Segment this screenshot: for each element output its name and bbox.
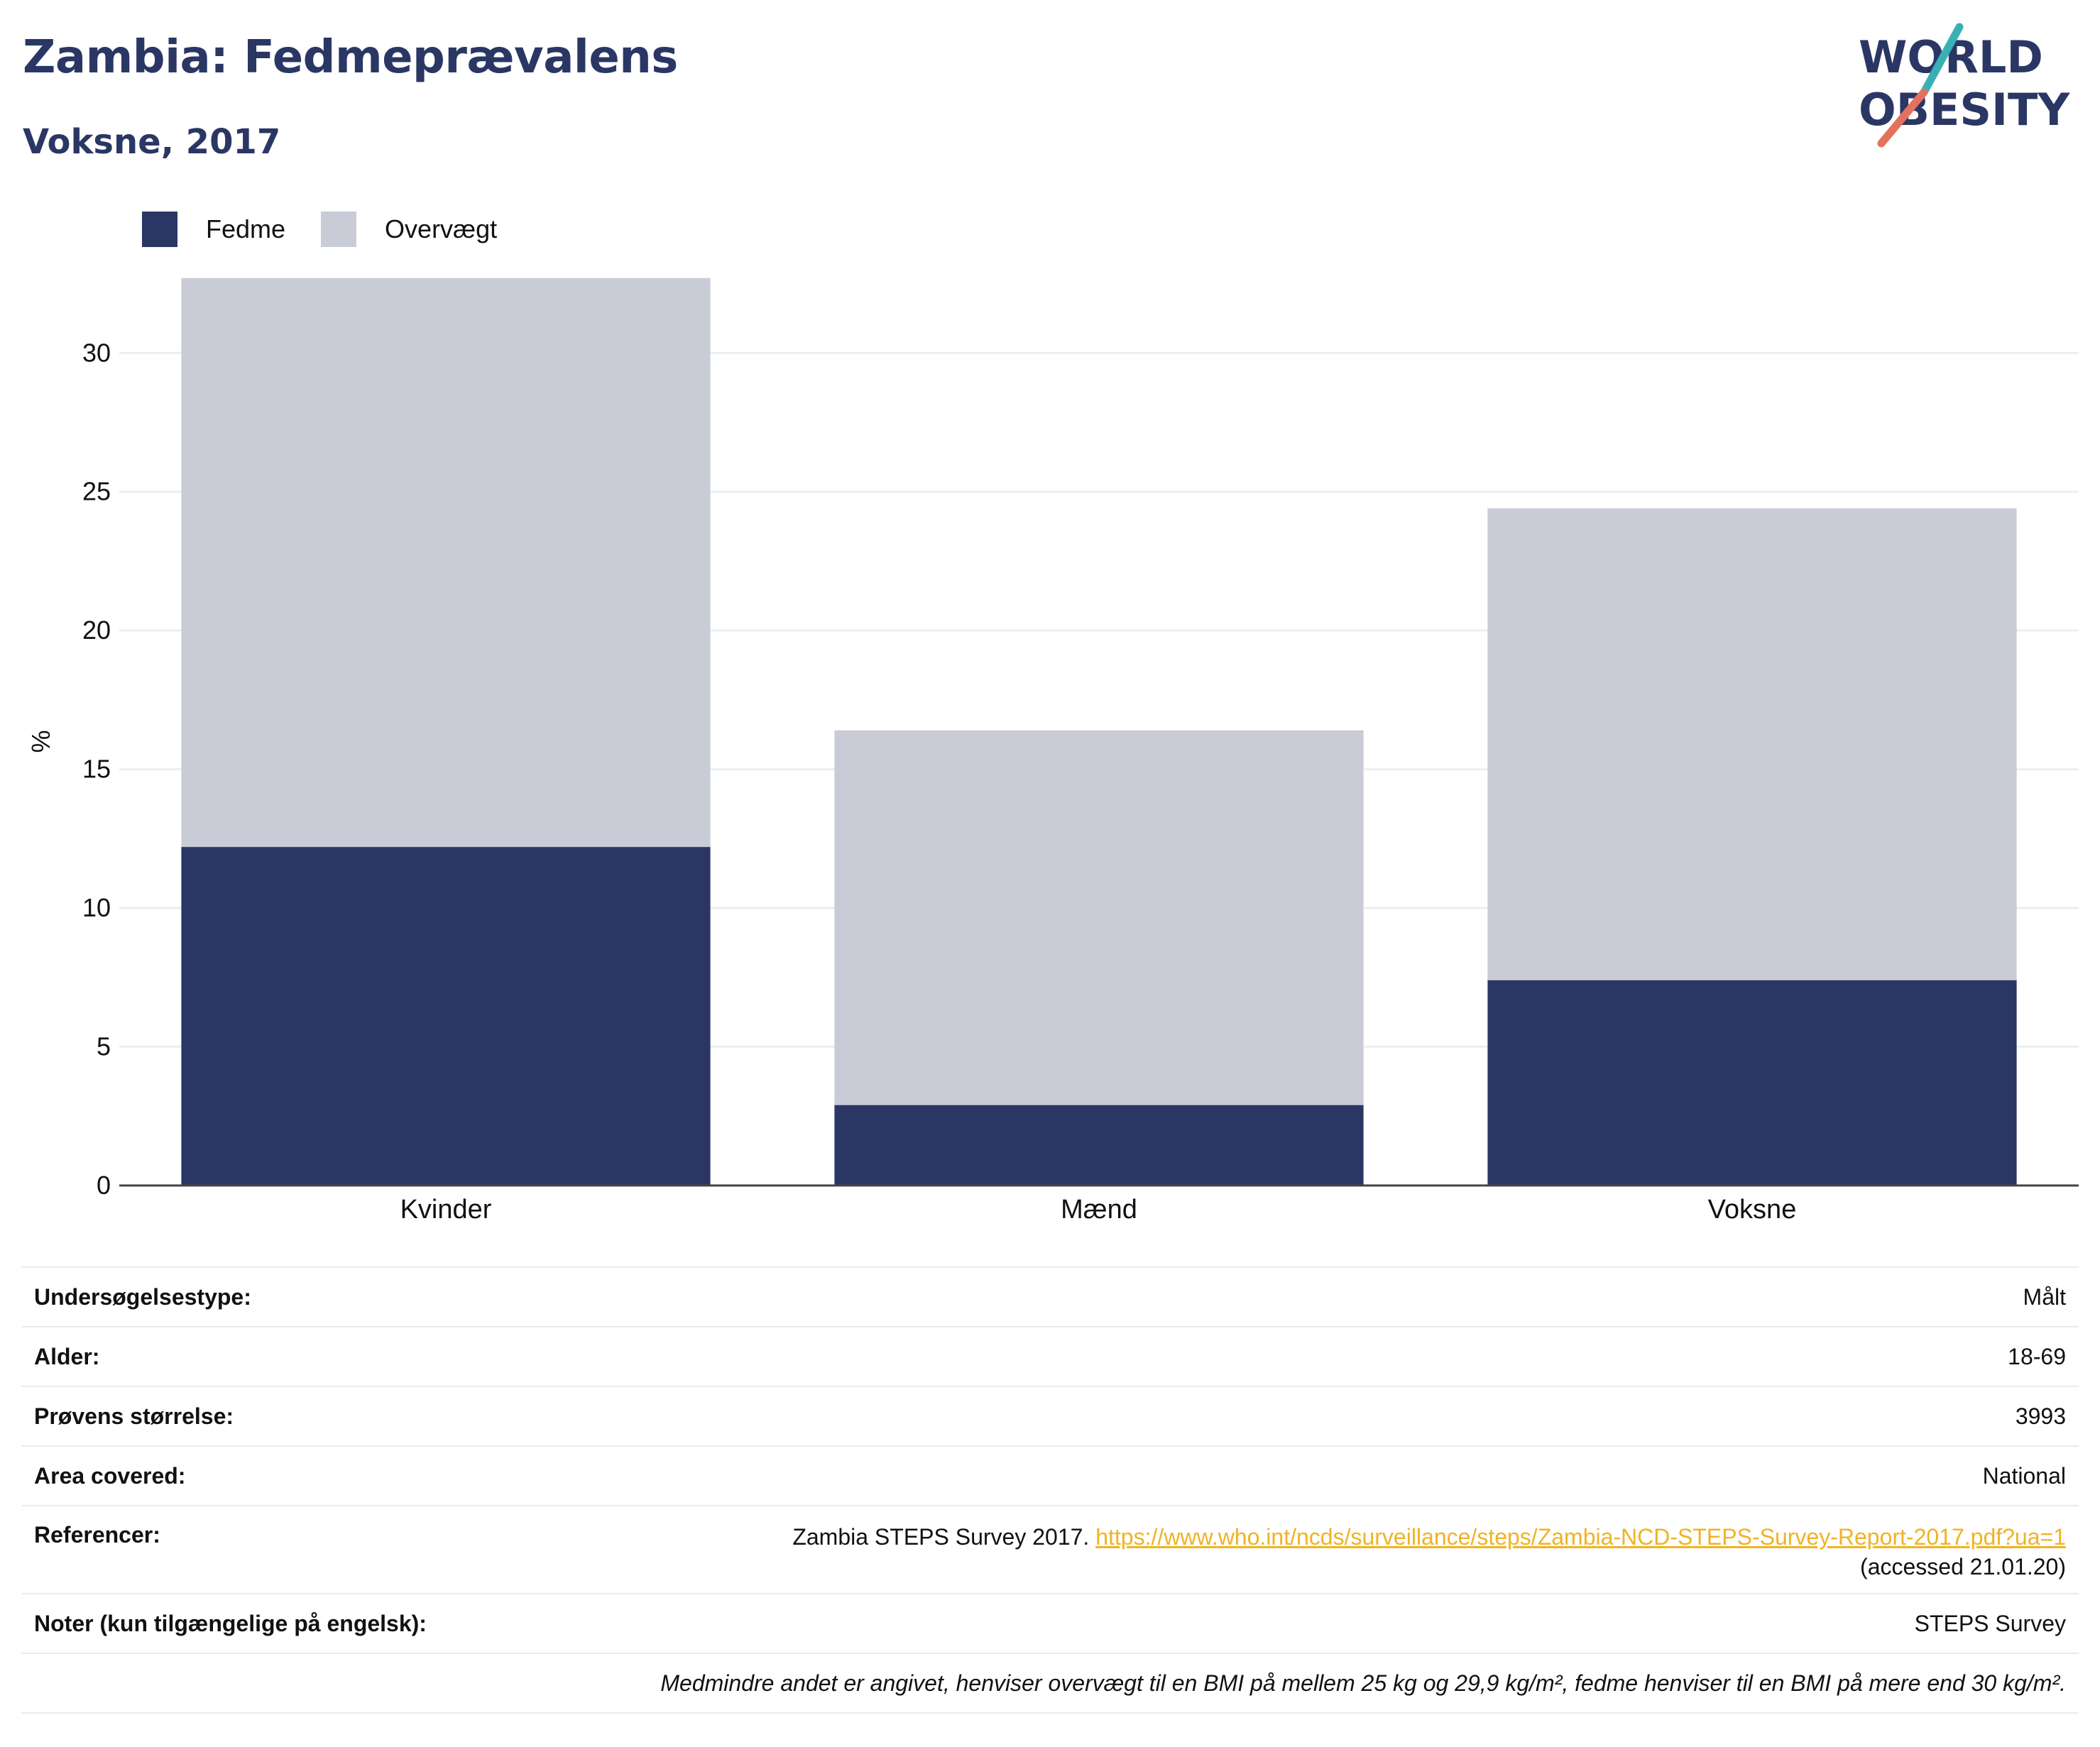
survey-details: Undersøgelsestype: Målt Alder: 18-69 Prø… <box>21 1266 2079 1714</box>
references-label: Referencer: <box>34 1522 160 1548</box>
y-tick-label: 5 <box>97 1032 111 1061</box>
y-tick-label: 25 <box>82 477 111 506</box>
row-survey-type: Undersøgelsestype: Målt <box>21 1266 2079 1326</box>
reference-accessed: (accessed 21.01.20) <box>1860 1554 2066 1579</box>
notes-value: STEPS Survey <box>1914 1610 2066 1636</box>
row-footnote: Medmindre andet er angivet, henviser ove… <box>21 1653 2079 1714</box>
row-age: Alder: 18-69 <box>21 1326 2079 1386</box>
legend-item-fedme[interactable]: Fedme <box>142 212 285 247</box>
page-title: Zambia: Fedmeprævalens <box>23 31 678 84</box>
x-tick-label: Voksne <box>1708 1195 1797 1221</box>
bar-overvægt-mænd <box>834 730 1364 1105</box>
chart-legend: Fedme Overvægt <box>142 212 532 247</box>
references-value: Zambia STEPS Survey 2017. https://www.wh… <box>792 1522 2066 1582</box>
logo-slash-coral <box>1877 88 1928 148</box>
world-obesity-logo: WORLD OBESITY <box>1859 23 2070 148</box>
legend-label-fedme: Fedme <box>206 214 286 243</box>
row-area: Area covered: National <box>21 1445 2079 1505</box>
bar-overvægt-voksne <box>1487 508 2017 980</box>
x-tick-label: Mænd <box>1061 1195 1137 1221</box>
x-tick-label: Kvinder <box>400 1195 492 1221</box>
logo-slash-teal <box>1920 23 1964 97</box>
bar-fedme-voksne <box>1487 980 2017 1185</box>
y-axis-label: % <box>26 730 55 753</box>
row-notes: Noter (kun tilgængelige på engelsk): STE… <box>21 1593 2079 1653</box>
row-references: Referencer: Zambia STEPS Survey 2017. ht… <box>21 1505 2079 1593</box>
survey-type-value: Målt <box>2023 1283 2066 1310</box>
bar-overvægt-kvinder <box>181 278 711 848</box>
reference-link[interactable]: https://www.who.int/ncds/surveillance/st… <box>1095 1524 2066 1550</box>
age-value: 18-69 <box>2008 1343 2066 1369</box>
stacked-bar-chart: 0 5 10 15 20 25 30% Kvinder Mænd Voksne <box>26 278 2079 1221</box>
page-subtitle: Voksne, 2017 <box>23 122 281 162</box>
notes-label: Noter (kun tilgængelige på engelsk): <box>34 1610 427 1636</box>
reference-text: Zambia STEPS Survey 2017. <box>792 1524 1090 1550</box>
bar-fedme-mænd <box>834 1105 1364 1185</box>
survey-type-label: Undersøgelsestype: <box>34 1283 251 1310</box>
legend-item-overvaegt[interactable]: Overvægt <box>321 212 497 247</box>
legend-label-overvaegt: Overvægt <box>385 214 498 243</box>
area-value: National <box>1982 1462 2066 1489</box>
y-tick-label: 15 <box>82 755 111 784</box>
y-tick-label: 10 <box>82 893 111 922</box>
row-sample-size: Prøvens størrelse: 3993 <box>21 1386 2079 1445</box>
bar-fedme-kvinder <box>181 847 711 1185</box>
y-tick-label: 20 <box>82 615 111 645</box>
y-tick-label: 0 <box>97 1171 111 1200</box>
sample-size-label: Prøvens størrelse: <box>34 1403 234 1429</box>
footnote-text: Medmindre andet er angivet, henviser ove… <box>660 1670 2066 1696</box>
legend-swatch-fedme <box>142 212 177 247</box>
area-label: Area covered: <box>34 1462 186 1489</box>
sample-size-value: 3993 <box>2015 1403 2066 1429</box>
age-label: Alder: <box>34 1343 100 1369</box>
legend-swatch-overvaegt <box>321 212 357 247</box>
y-tick-label: 30 <box>82 338 111 367</box>
